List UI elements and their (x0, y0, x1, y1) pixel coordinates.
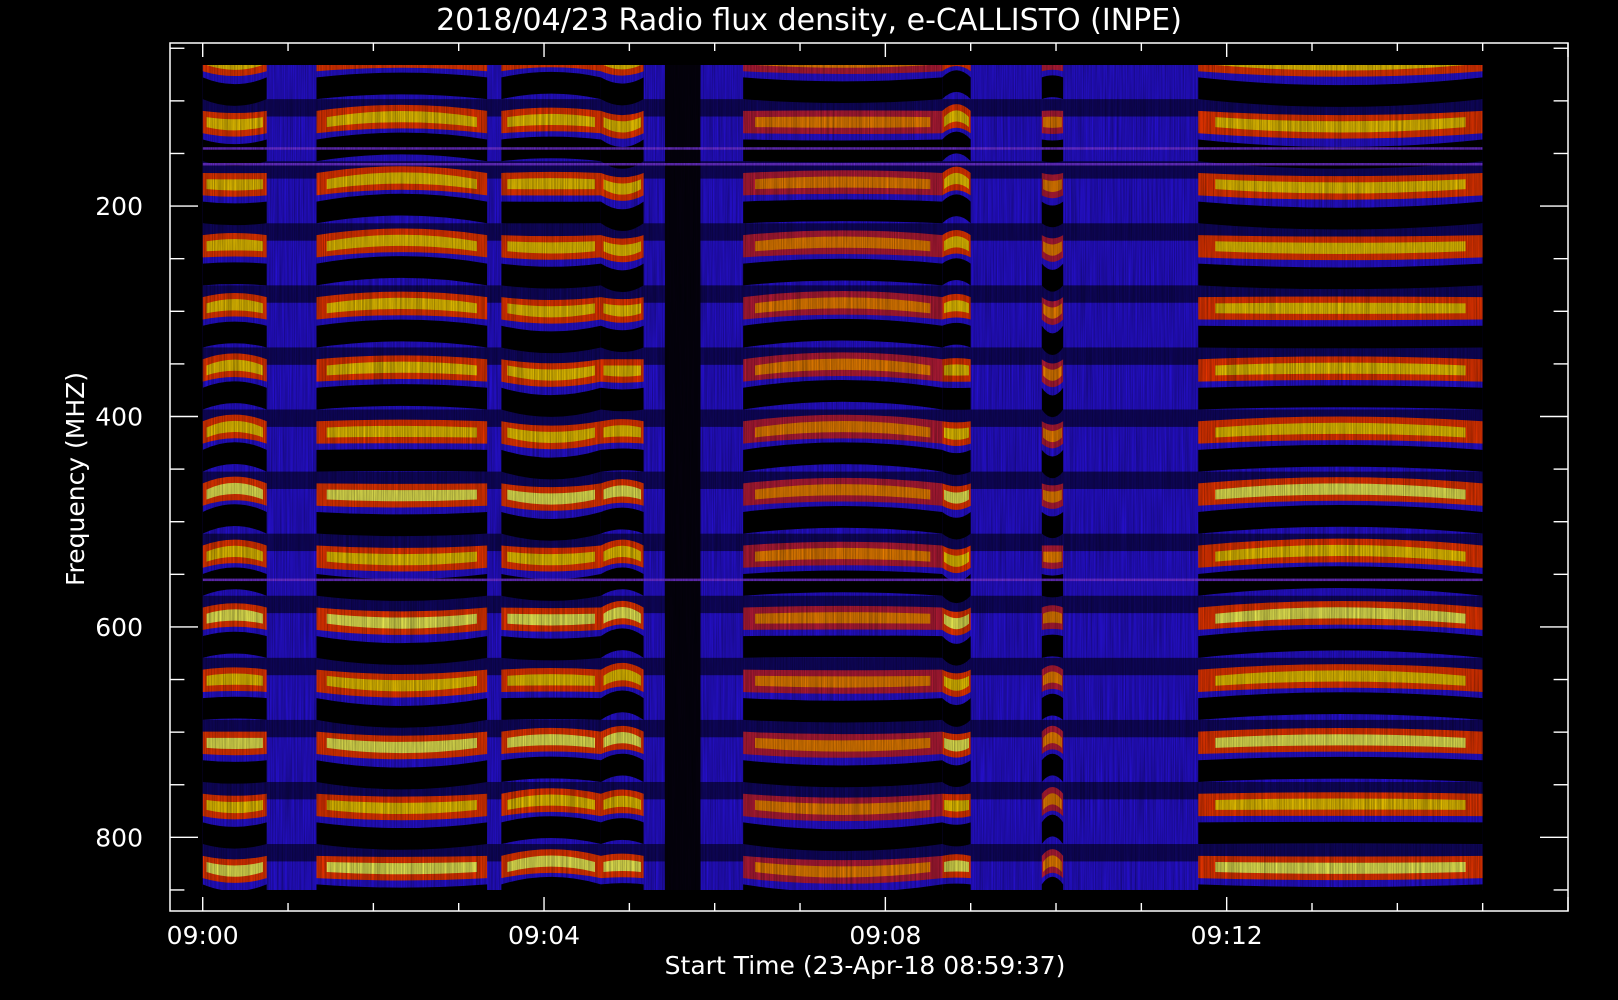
y-tick-label: 800 (95, 823, 143, 852)
y-tick-label: 200 (95, 192, 143, 221)
emission-stripe (316, 917, 487, 941)
emission-core (327, 923, 477, 934)
plot-frame (169, 42, 1569, 912)
x-tick-label: 09:04 (508, 921, 580, 950)
x-tick-label: 09:08 (849, 921, 921, 950)
interference-line (203, 44, 1483, 47)
emission-stripe (942, 914, 970, 940)
emission-core (944, 920, 969, 934)
emission-stripe (601, 918, 644, 942)
spectrogram-noise (202, 65, 1483, 890)
dark-stripe (316, 946, 487, 968)
dark-stripe (203, 946, 267, 975)
x-axis-label: Start Time (23-Apr-18 08:59:37) (665, 951, 1066, 980)
spectrogram-area (202, 44, 1483, 975)
emission-core (507, 50, 595, 65)
dark-stripe (1198, 946, 1482, 973)
emission-core (1043, 52, 1062, 65)
y-tick-label: 600 (95, 613, 143, 642)
emission-core (944, 49, 969, 65)
x-tick-label: 09:00 (167, 921, 239, 950)
x-tick-labels: 09:00 09:04 09:08 09:12 (167, 921, 1263, 950)
noise-overlay (202, 65, 1483, 890)
y-axis-label: Frequency (MHZ) (61, 372, 90, 586)
emission-core (1043, 918, 1062, 934)
emission-stripe (1042, 912, 1063, 940)
y-tick-label: 400 (95, 403, 143, 432)
emission-core (603, 924, 641, 935)
dark-stripe (601, 946, 644, 970)
axis-ticks (170, 43, 1569, 911)
chart-title: 2018/04/23 Radio flux density, e-CALLIST… (436, 3, 1182, 38)
y-tick-labels: 200 400 600 800 (95, 192, 143, 852)
x-tick-label: 09:12 (1191, 921, 1263, 950)
emission-core (327, 50, 477, 65)
